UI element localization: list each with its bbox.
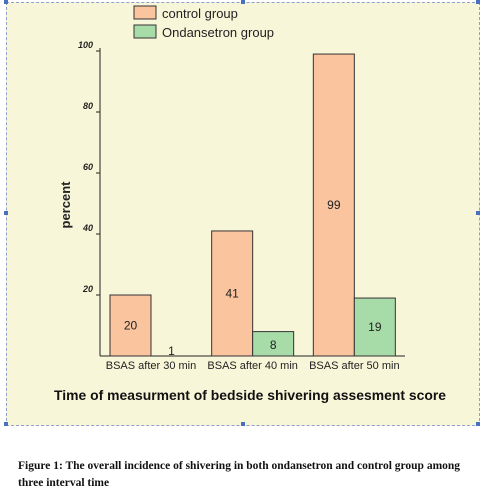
x-tick-label: BSAS after 30 min	[106, 360, 197, 372]
frame-handle-tl	[4, 0, 8, 4]
legend: control group Ondansetron group	[133, 5, 274, 40]
frame-handle-tr	[476, 0, 480, 4]
bar	[211, 230, 254, 357]
bar	[252, 331, 295, 357]
frame-handle-mr	[476, 211, 480, 215]
bar	[312, 53, 355, 357]
bar-chart: control group Ondansetron group 20 40 60 80 1…	[54, 5, 446, 403]
bar	[109, 294, 152, 357]
y-tick-label: 60	[83, 162, 93, 172]
figure-caption: Figure 1: The overall incidence of shive…	[18, 460, 461, 489]
y-axis-title: percent	[58, 181, 73, 229]
data-label: 41	[225, 286, 239, 300]
legend-label: Ondansetron group	[162, 25, 274, 40]
y-tick-label: 40	[82, 223, 93, 233]
y-tick-label: 80	[83, 101, 93, 111]
data-label: 20	[124, 319, 138, 333]
data-label: 1	[168, 344, 175, 358]
labels: 20 1 BSAS after 30 min 41 8 BSAS after 40 min…	[106, 198, 400, 372]
frame-handle-ml	[4, 211, 8, 215]
y-tick-label: 20	[82, 284, 93, 294]
y-tick-label: 100	[78, 40, 93, 50]
frame-handle-tm	[241, 0, 245, 4]
x-tick-label: BSAS after 40 min	[207, 360, 298, 372]
bars	[109, 53, 396, 357]
x-axis-title: Time of measurment of bedside shivering …	[54, 387, 446, 403]
legend-swatch	[133, 24, 157, 39]
bar	[353, 297, 396, 357]
data-label: 99	[327, 198, 341, 212]
frame-handle-bm	[241, 422, 245, 426]
x-tick-label: BSAS after 50 min	[309, 360, 400, 372]
frame-handle-bl	[4, 422, 8, 426]
frame-handle-br	[476, 422, 480, 426]
legend-swatch	[133, 5, 157, 20]
data-label: 8	[270, 338, 277, 352]
legend-label: control group	[162, 6, 238, 21]
data-label: 19	[368, 320, 382, 334]
